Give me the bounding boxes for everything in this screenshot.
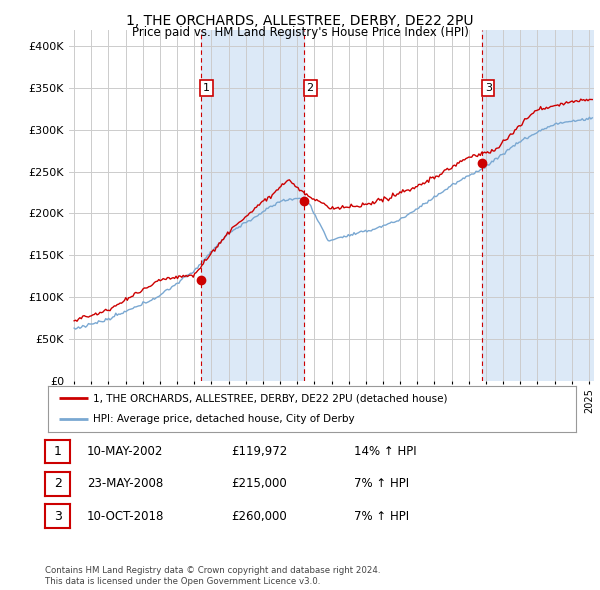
Text: HPI: Average price, detached house, City of Derby: HPI: Average price, detached house, City… [93,414,355,424]
Text: 3: 3 [53,510,62,523]
Text: £215,000: £215,000 [231,477,287,490]
Text: 7% ↑ HPI: 7% ↑ HPI [354,510,409,523]
Text: £260,000: £260,000 [231,510,287,523]
Bar [200,30,304,381]
Bar [482,30,594,381]
Text: 1, THE ORCHARDS, ALLESTREE, DERBY, DE22 2PU: 1, THE ORCHARDS, ALLESTREE, DERBY, DE22 … [126,14,474,28]
Text: 7% ↑ HPI: 7% ↑ HPI [354,477,409,490]
Text: 10-OCT-2018: 10-OCT-2018 [87,510,164,523]
Text: Contains HM Land Registry data © Crown copyright and database right 2024.
This d: Contains HM Land Registry data © Crown c… [45,566,380,586]
Text: 3: 3 [485,83,492,93]
Text: Price paid vs. HM Land Registry's House Price Index (HPI): Price paid vs. HM Land Registry's House … [131,26,469,39]
Text: £119,972: £119,972 [231,445,287,458]
Text: 1: 1 [203,83,210,93]
Text: 23-MAY-2008: 23-MAY-2008 [87,477,163,490]
Text: 2: 2 [307,83,314,93]
Text: 1: 1 [53,445,62,458]
Text: 14% ↑ HPI: 14% ↑ HPI [354,445,416,458]
Text: 2: 2 [53,477,62,490]
Text: 1, THE ORCHARDS, ALLESTREE, DERBY, DE22 2PU (detached house): 1, THE ORCHARDS, ALLESTREE, DERBY, DE22 … [93,394,448,404]
Text: 10-MAY-2002: 10-MAY-2002 [87,445,163,458]
